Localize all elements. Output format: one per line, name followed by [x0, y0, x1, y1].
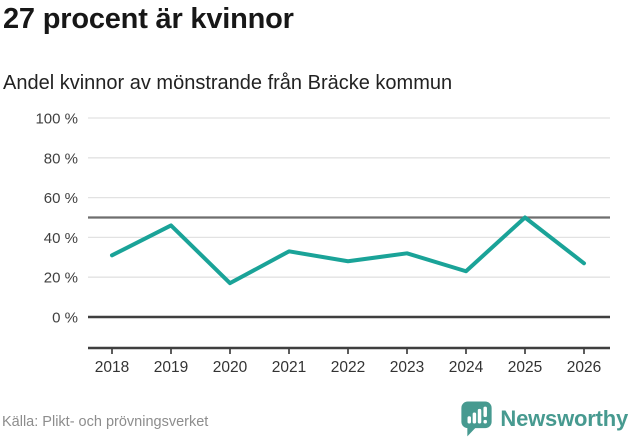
source-note: Källa: Plikt- och prövningsverket [2, 414, 209, 430]
bar-chart-bar-3 [478, 408, 482, 424]
x-axis-tick-label: 2024 [449, 359, 484, 376]
speech-bubble-tail [467, 426, 477, 437]
y-axis-tick-label: 40 % [44, 230, 78, 247]
chart-title: 27 procent är kvinnor [3, 3, 294, 35]
line-chart: 100 % 80 % 60 % 40 % 20 % 0 % 2018 2019 2020 2021… [35, 111, 610, 376]
newsworthy-logo-text: Newsworthy [500, 405, 628, 431]
speech-bubble-shape [461, 401, 493, 429]
newsworthy-logo[interactable]: Newsworthy [460, 400, 628, 437]
exclamation-dot [483, 419, 488, 424]
y-axis-tick-label: 0 % [52, 310, 78, 327]
newsworthy-logo-icon [461, 401, 493, 437]
exclamation-bar [483, 406, 488, 418]
x-axis-tick-label: 2020 [213, 359, 248, 376]
y-axis-tick-label: 100 % [35, 111, 78, 128]
chart-subtitle: Andel kvinnor av mönstrande från Bräcke … [3, 72, 453, 94]
bar-chart-bar-1 [467, 416, 472, 424]
x-axis-tick-label: 2019 [154, 359, 188, 376]
y-axis-tick-label: 60 % [44, 190, 78, 207]
x-axis-tick-label: 2022 [331, 359, 365, 376]
y-axis-tick-label: 80 % [44, 150, 78, 167]
x-axis-tick-label: 2018 [95, 359, 129, 376]
bar-chart-bar-2 [473, 412, 477, 424]
data-line-andel-kvinnor [110, 215, 586, 286]
x-axis-tick-label: 2026 [567, 359, 601, 376]
x-axis-tick-label: 2025 [508, 359, 542, 376]
y-axis-tick-label: 20 % [44, 270, 78, 287]
x-axis-tick-label: 2023 [390, 359, 424, 376]
x-axis-tick-label: 2021 [272, 359, 306, 376]
